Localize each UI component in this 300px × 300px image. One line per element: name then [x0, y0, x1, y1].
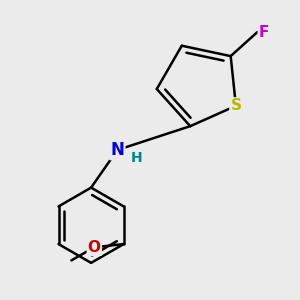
Text: N: N — [110, 141, 124, 159]
Text: O: O — [88, 240, 101, 255]
Text: S: S — [230, 98, 242, 113]
Text: H: H — [131, 151, 143, 165]
Text: F: F — [259, 25, 269, 40]
